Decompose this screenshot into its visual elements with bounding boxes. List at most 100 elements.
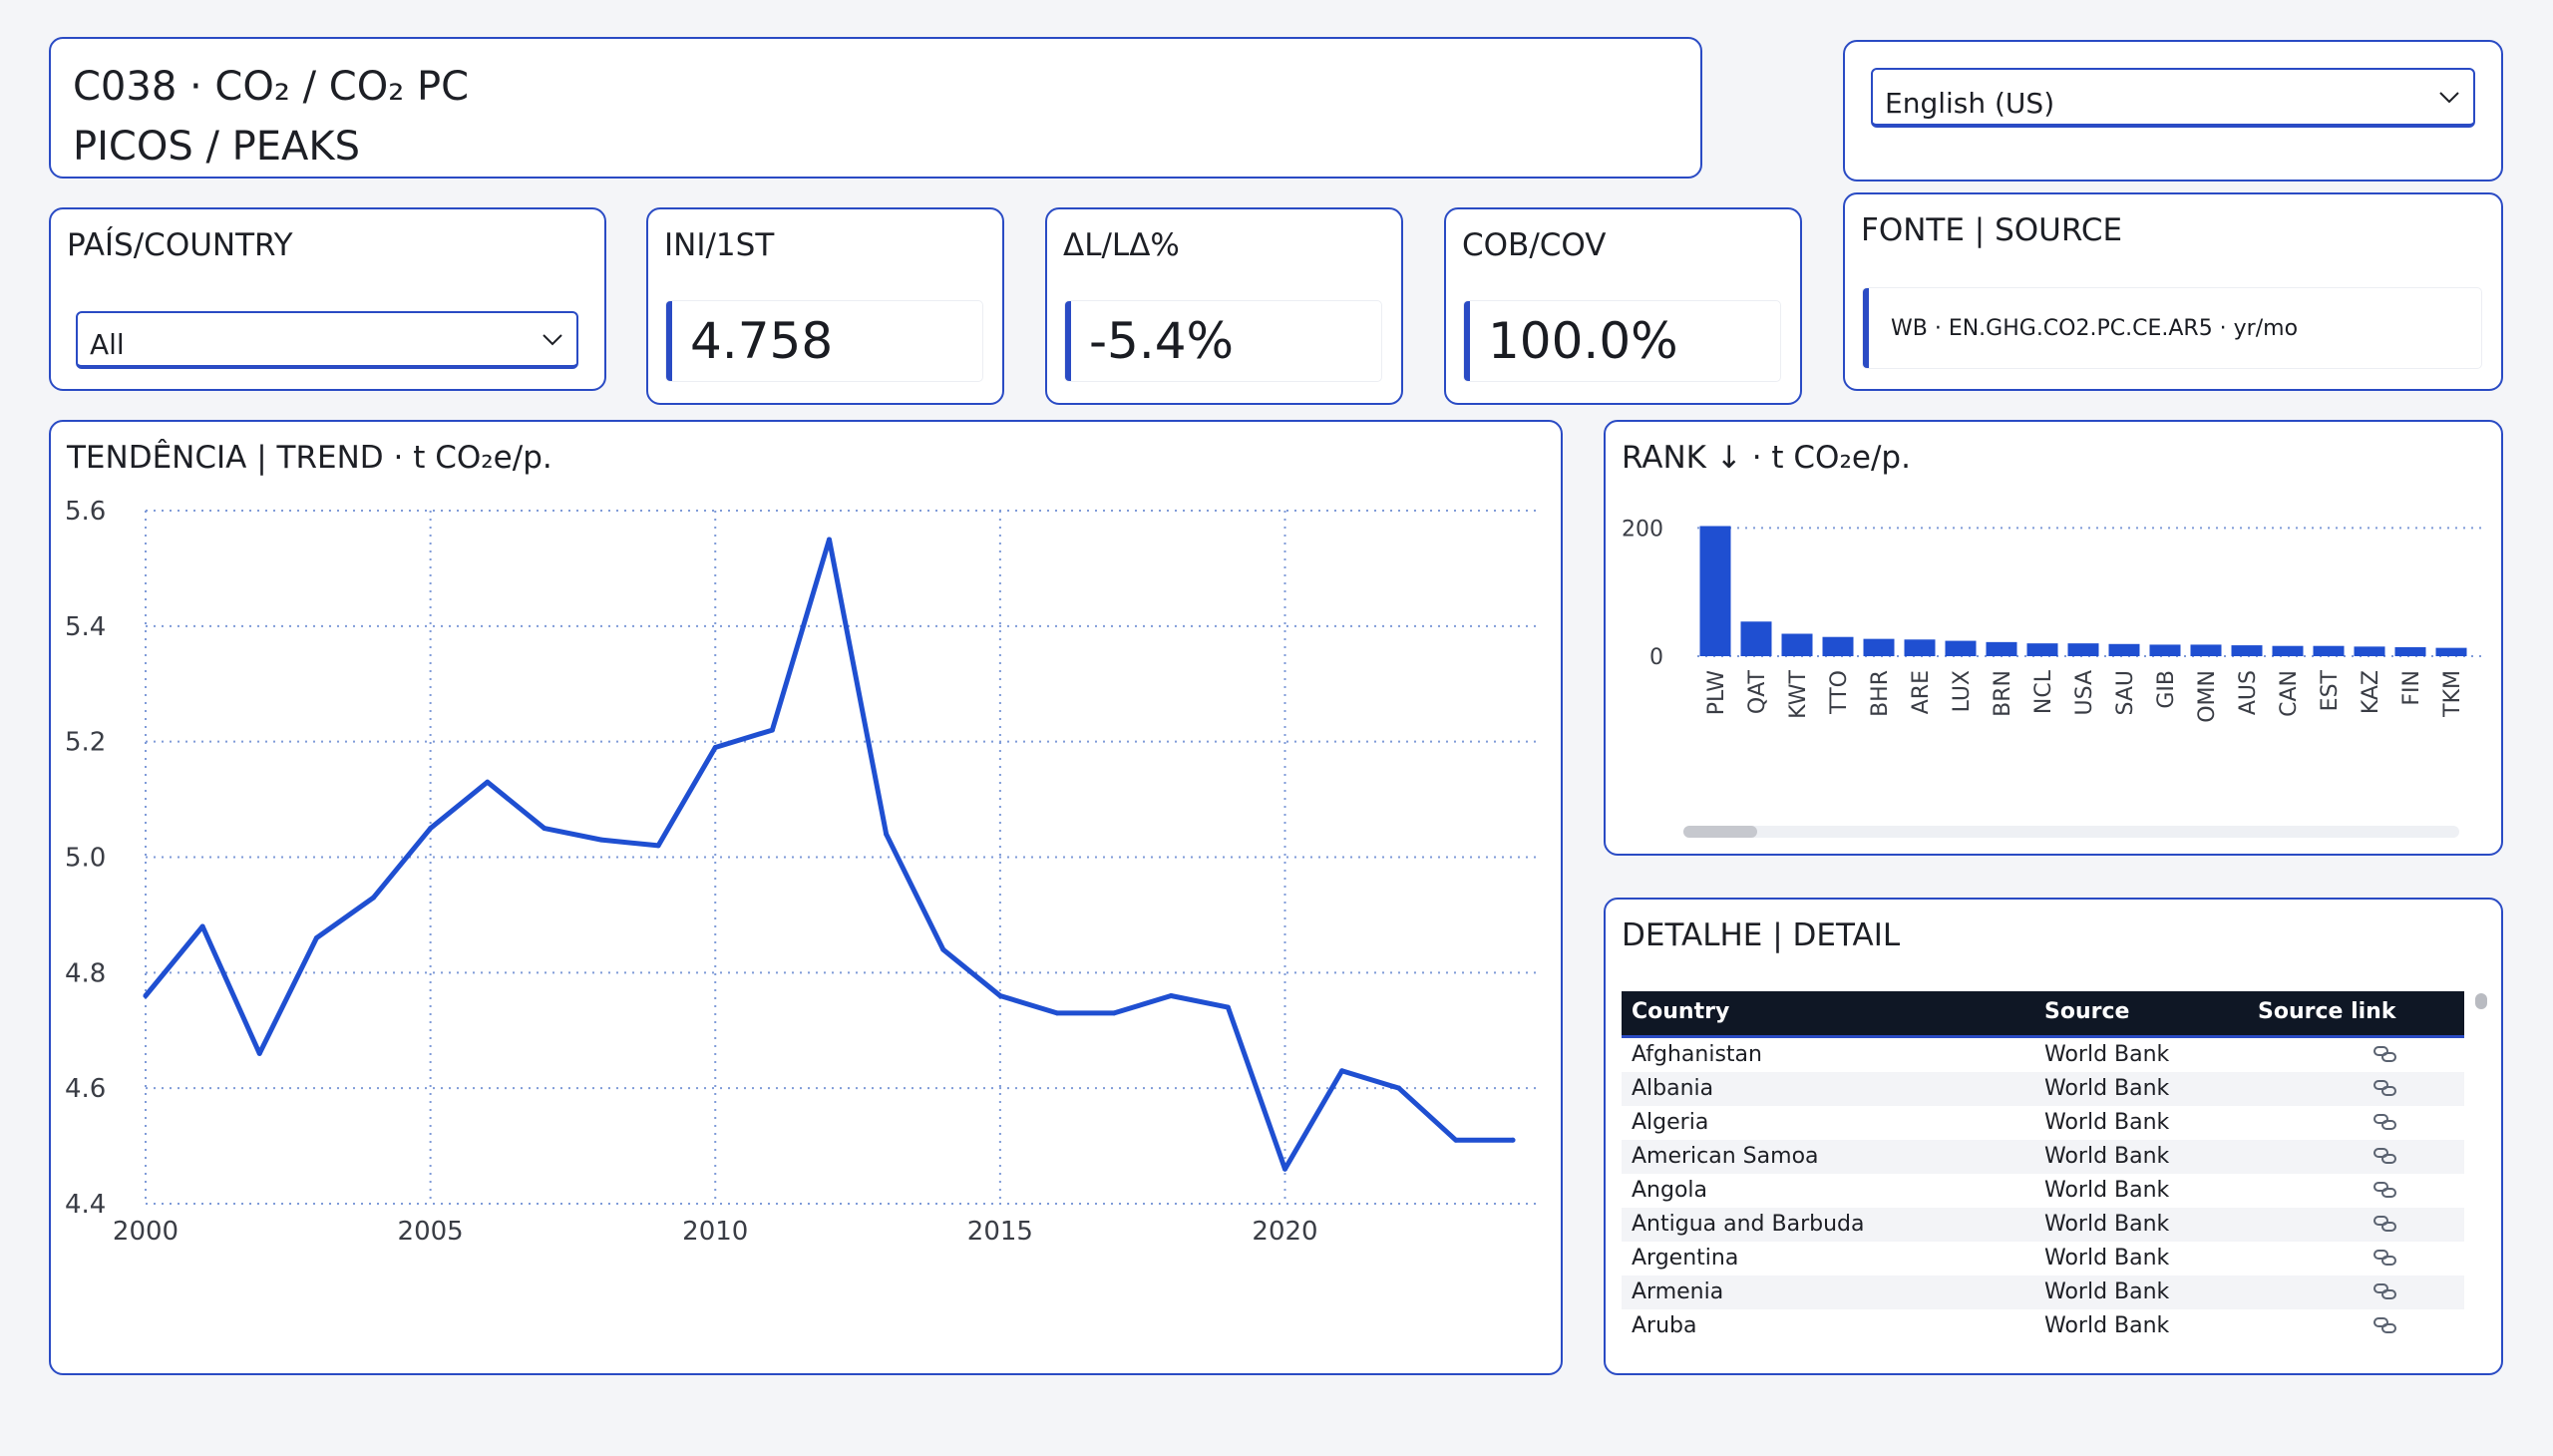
kpi-value-box: -5.4%: [1065, 301, 1381, 381]
x-tick-label: 2005: [398, 1217, 464, 1247]
bar: [2149, 644, 2181, 656]
link-icon[interactable]: [2372, 1180, 2398, 1200]
country-cell: Afghanistan: [1632, 1042, 1762, 1067]
link-icon[interactable]: [2372, 1078, 2398, 1098]
source-card: FONTE | SOURCE WB · EN.GHG.CO2.PC.CE.AR5…: [1843, 192, 2503, 391]
x-tick-label: OMN: [2195, 670, 2220, 723]
source-text: WB · EN.GHG.CO2.PC.CE.AR5 · yr/mo: [1891, 316, 2299, 341]
kpi-value: 100.0%: [1488, 312, 1678, 370]
data-point: [371, 895, 376, 901]
data-point: [313, 935, 319, 941]
table-row: Argentina World Bank: [1622, 1242, 2464, 1275]
x-tick-label: TTO: [1827, 670, 1852, 715]
data-point: [1054, 1010, 1060, 1016]
y-tick-label: 4.4: [65, 1190, 106, 1220]
header-card: C038 · CO₂ / CO₂ PC PICOS / PEAKS: [49, 37, 1702, 179]
x-tick-label: QAT: [1745, 669, 1770, 714]
kpi-label: ΔL/LΔ%: [1063, 227, 1180, 263]
bar: [1945, 640, 1977, 656]
column-header-country[interactable]: Country: [1632, 999, 1730, 1024]
detail-card: DETALHE | DETAIL Country Source Source l…: [1604, 898, 2503, 1375]
rank-chart-card: RANK ↓ · t CO₂e/p. 0 200 PLW QAT KWT TTO BHR AR…: [1604, 420, 2503, 856]
table-row: Aruba World Bank: [1622, 1309, 2464, 1343]
table-row: Angola World Bank: [1622, 1174, 2464, 1208]
data-point: [143, 993, 149, 998]
bar: [2108, 643, 2140, 656]
bar: [2435, 647, 2467, 656]
source-label: FONTE | SOURCE: [1861, 212, 2123, 248]
country-cell: American Samoa: [1632, 1144, 1819, 1169]
x-tick-label: SAU: [2113, 670, 2138, 716]
x-tick-label: ARE: [1909, 670, 1934, 714]
trend-chart-title: TENDÊNCIA | TREND · t CO₂e/p.: [67, 440, 552, 476]
column-header-source-link[interactable]: Source link: [2258, 999, 2396, 1024]
data-point: [485, 779, 491, 785]
x-tick-label: TKM: [2440, 670, 2465, 718]
data-point: [712, 744, 718, 750]
page-title: C038 · CO₂ / CO₂ PC PICOS / PEAKS: [73, 57, 469, 177]
link-icon[interactable]: [2372, 1146, 2398, 1166]
x-tick-label: 2010: [682, 1217, 748, 1247]
data-point: [769, 727, 775, 733]
bar: [2272, 645, 2304, 656]
data-point: [1282, 1166, 1287, 1172]
horizontal-scrollbar[interactable]: [1683, 826, 2459, 838]
link-icon[interactable]: [2372, 1248, 2398, 1268]
y-tick-label: 4.6: [65, 1074, 106, 1104]
kpi-label: INI/1ST: [664, 227, 775, 263]
scrollbar-thumb[interactable]: [1683, 826, 1757, 838]
y-tick-label: 5.6: [65, 497, 106, 527]
bar: [2026, 643, 2058, 656]
bar: [1986, 641, 2017, 656]
bar: [1904, 639, 1936, 656]
chevron-down-icon: [543, 334, 562, 346]
country-cell: Angola: [1632, 1178, 1708, 1203]
x-tick-label: NCL: [2031, 669, 2056, 714]
country-dropdown[interactable]: All: [76, 311, 578, 369]
trend-chart-card: TENDÊNCIA | TREND · t CO₂e/p. 4.4 4.6 4.8 5…: [49, 420, 1563, 1375]
kpi-label: COB/COV: [1462, 227, 1607, 263]
x-tick-label: KAZ: [2359, 670, 2383, 714]
bar: [2231, 645, 2263, 656]
table-row: Armenia World Bank: [1622, 1275, 2464, 1309]
source-box: WB · EN.GHG.CO2.PC.CE.AR5 · yr/mo: [1863, 288, 2481, 368]
kpi-card-delta: ΔL/LΔ% -5.4%: [1045, 207, 1403, 405]
rank-chart-title: RANK ↓ · t CO₂e/p.: [1622, 440, 1911, 476]
bar: [2190, 644, 2222, 656]
link-icon[interactable]: [2372, 1112, 2398, 1132]
language-value: English (US): [1885, 87, 2055, 120]
trend-line: [143, 537, 1516, 1172]
source-cell: World Bank: [2044, 1110, 2170, 1135]
y-tick-label: 5.2: [65, 728, 106, 758]
kpi-card-coverage: COB/COV 100.0%: [1444, 207, 1802, 405]
bar: [1699, 526, 1731, 656]
country-filter-card: PAÍS/COUNTRY All: [49, 207, 606, 391]
link-icon[interactable]: [2372, 1281, 2398, 1301]
bar: [1740, 621, 1772, 656]
vertical-scrollbar-thumb[interactable]: [2475, 993, 2487, 1009]
data-point: [827, 537, 832, 543]
bar: [1781, 633, 1813, 656]
data-point: [1168, 993, 1174, 998]
bar: [2354, 646, 2385, 656]
y-tick-label: 5.0: [65, 844, 106, 874]
column-header-source[interactable]: Source: [2044, 999, 2130, 1024]
x-tick-label: EST: [2318, 669, 2343, 711]
data-point: [428, 826, 434, 832]
link-icon[interactable]: [2372, 1044, 2398, 1064]
chevron-down-icon: [2439, 92, 2459, 104]
source-cell: World Bank: [2044, 1279, 2170, 1304]
country-cell: Armenia: [1632, 1279, 1724, 1304]
x-tick-label: 2020: [1252, 1217, 1317, 1247]
link-icon[interactable]: [2372, 1315, 2398, 1335]
kpi-value-box: 4.758: [666, 301, 982, 381]
language-card: English (US): [1843, 40, 2503, 182]
country-filter-label: PAÍS/COUNTRY: [67, 227, 293, 263]
x-tick-label: GIB: [2154, 670, 2179, 709]
link-icon[interactable]: [2372, 1214, 2398, 1234]
language-dropdown[interactable]: English (US): [1871, 68, 2475, 128]
data-point: [1510, 1137, 1516, 1143]
bar: [1863, 638, 1895, 656]
y-tick-label: 4.8: [65, 958, 106, 988]
data-point: [1111, 1010, 1117, 1016]
